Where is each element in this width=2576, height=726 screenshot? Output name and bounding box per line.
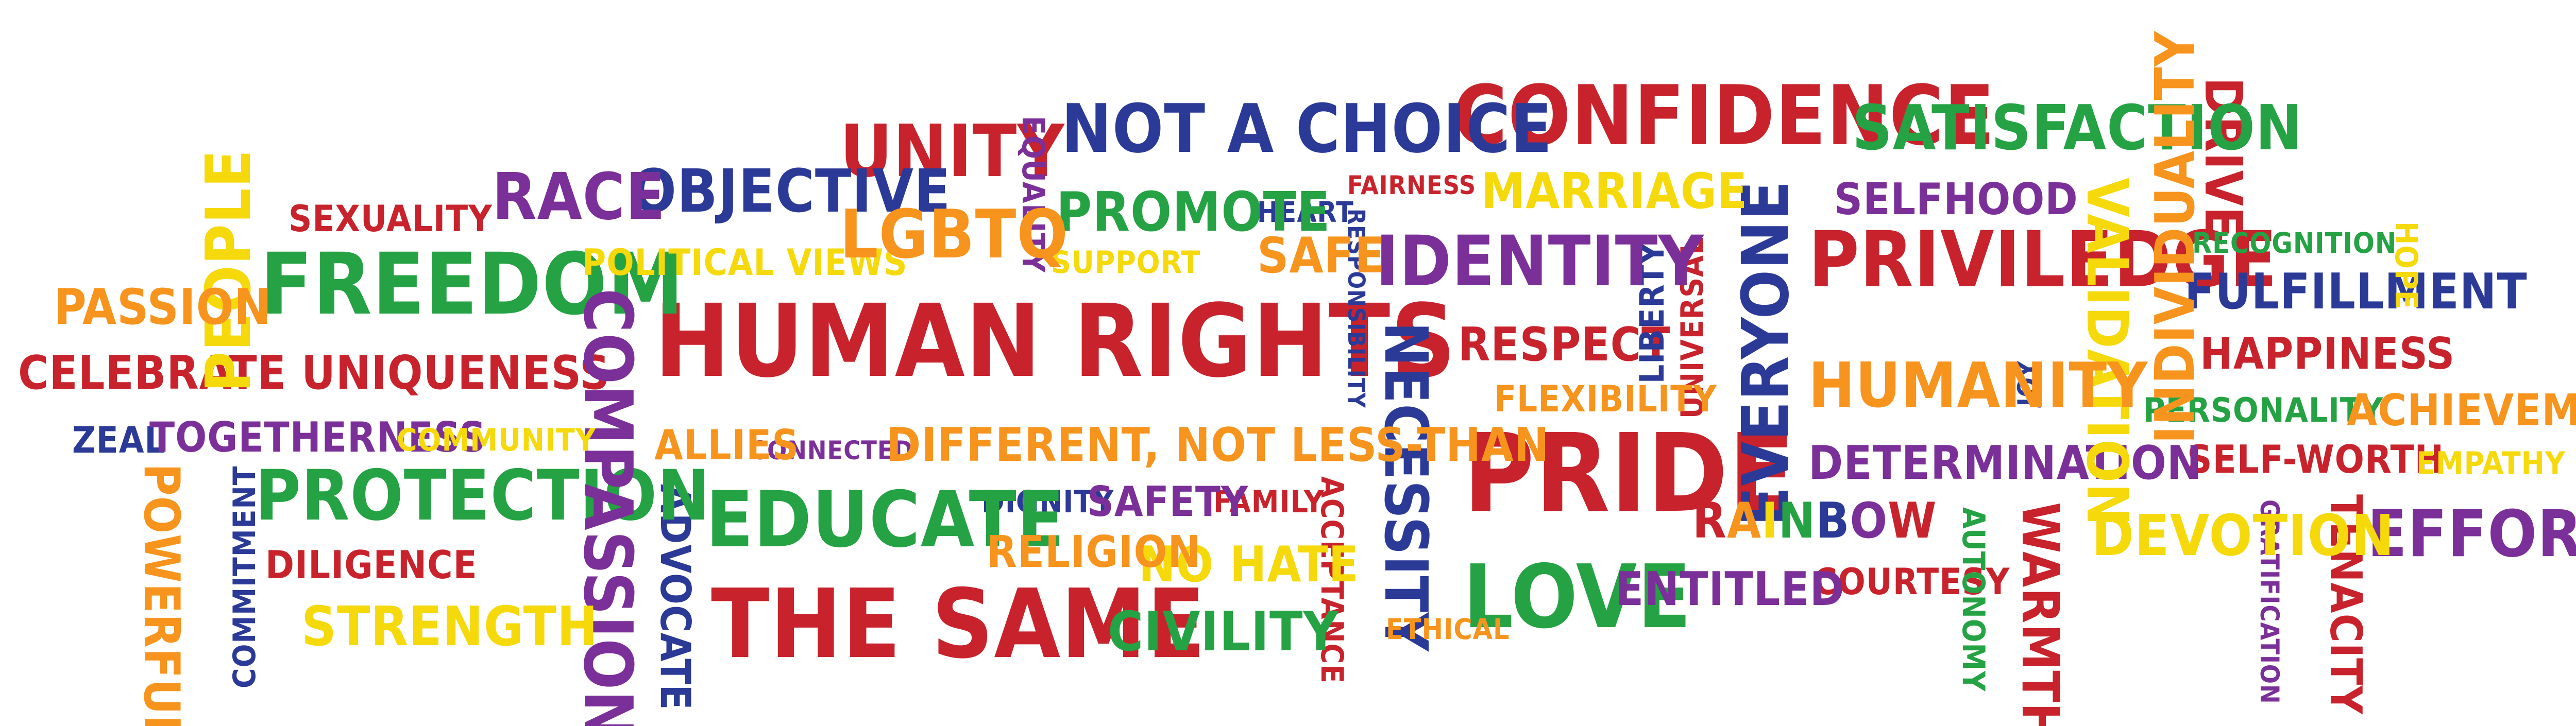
word-human-rights: HUMAN RIGHTS <box>654 283 1456 400</box>
word-determination: DETERMINATION <box>1808 436 2202 490</box>
rainbow-letter: N <box>1778 493 1816 549</box>
word-confidence: CONFIDENCE <box>1453 67 1995 164</box>
word-satisfaction: SATISFACTION <box>1852 93 2303 164</box>
word-unity: UNITY <box>840 110 1065 194</box>
word-identity: IDENTITY <box>1376 221 1704 302</box>
word-passion: PASSION <box>54 279 272 336</box>
word-togetherness: TOGETHERNESS <box>149 413 486 461</box>
word-support: SUPPORT <box>1051 245 1201 281</box>
word-community: COMMUNITY <box>397 422 596 458</box>
word-dignity: DIGNITY <box>981 484 1114 520</box>
word-hope: HOPE <box>2388 221 2424 310</box>
word-powerful: POWERFUL <box>133 463 190 726</box>
word-fairness: FAIRNESS <box>1347 170 1477 200</box>
word-priviledge: PRIVILEDGE <box>1808 215 2278 305</box>
rainbow-letter: I <box>1761 493 1778 549</box>
word-fulfillment: FULFILLMENT <box>2184 264 2528 320</box>
word-not-a-choice: NOT A CHOICE <box>1061 90 1553 168</box>
word-people: PEOPLE <box>193 149 265 392</box>
rainbow-letter: R <box>1692 493 1727 549</box>
word-devotion: DEVOTION <box>2092 503 2395 568</box>
word-recognition: RECOGNITION <box>2192 227 2397 260</box>
word-everyone: EVERYONE <box>1728 180 1803 526</box>
word-diligence: DILIGENCE <box>265 542 478 587</box>
word-entitled: ENTITLED <box>1615 562 1845 616</box>
word-self-worth: SELF-WORTH <box>2187 437 2445 482</box>
word-sexuality: SEXUALITY <box>289 198 493 240</box>
word-achievement: ACHIEVEMENT <box>2347 385 2576 436</box>
word-protection: PROTECTION <box>255 455 710 536</box>
rainbow-letter: O <box>1850 493 1888 549</box>
word-humanity: HUMANITY <box>1808 350 2148 422</box>
word-lgbtq: LGBTQ <box>840 195 1069 273</box>
word-flexibility: FLEXIBILITY <box>1494 378 1717 420</box>
word-race: RACE <box>492 160 666 234</box>
word-safe: SAFE <box>1257 228 1385 284</box>
word-educate: EDUCATE <box>706 475 1065 565</box>
word-objective: OBJECTIVE <box>631 157 951 226</box>
word-love: LOVE <box>1463 546 1692 648</box>
word-political-views: POLITICAL VIEWS <box>582 241 908 284</box>
rainbow-letter: A <box>1726 493 1761 549</box>
word-strength: STRENGTH <box>301 595 599 658</box>
word-courtesy: COURTESY <box>1814 561 2010 603</box>
word-warmth: WARMTH <box>2010 502 2071 726</box>
word-promote: PROMOTE <box>1056 181 1331 244</box>
word-empathy: EMPATHY <box>2416 445 2566 481</box>
word-rainbow: RAINBOW <box>1692 497 1937 546</box>
word-compassion: COMPASSION <box>569 288 647 726</box>
word-necessity: NECESSITY <box>1371 322 1440 652</box>
rainbow-letter: B <box>1816 493 1850 549</box>
word-freedom: FREEDOM <box>260 235 684 334</box>
word-heart: HEART <box>1257 196 1354 229</box>
word-religion: RELIGION <box>987 527 1201 578</box>
word-celebrate-uniqueness: CELEBRATE UNIQUENESS <box>18 346 611 400</box>
word-allies: ALLIES <box>654 421 800 469</box>
word-family: FAMILY <box>1213 484 1325 520</box>
word-ethical: ETHICAL <box>1386 613 1510 646</box>
word-selfhood: SELFHOOD <box>1834 174 2078 225</box>
word-no-hate: NO HATE <box>1139 537 1359 593</box>
word-safety: SAFETY <box>1087 478 1249 526</box>
word-connected: CONNECTED <box>750 436 914 465</box>
word-autonomy: AUTONOMY <box>1955 507 1991 692</box>
word-the-same: THE SAME <box>711 568 1206 680</box>
word-respect: RESPECT <box>1458 318 1671 372</box>
word-civility: CIVILITY <box>1108 600 1339 663</box>
word-effort: EFFORT <box>2367 497 2576 572</box>
word-happiness: HAPPINESS <box>2200 329 2455 379</box>
word-zeal: ZEAL <box>72 419 166 461</box>
word-personality: PERSONALITY <box>2143 391 2384 430</box>
word-different-not-less-than: DIFFERENT, NOT LESS-THAN <box>886 418 1550 472</box>
word-pride: PRIDE <box>1463 410 1796 537</box>
rainbow-letter: W <box>1888 493 1937 549</box>
word-individuality: INDIVIDUALITY <box>2144 30 2207 444</box>
word-marriage: MARRIAGE <box>1481 163 1748 220</box>
